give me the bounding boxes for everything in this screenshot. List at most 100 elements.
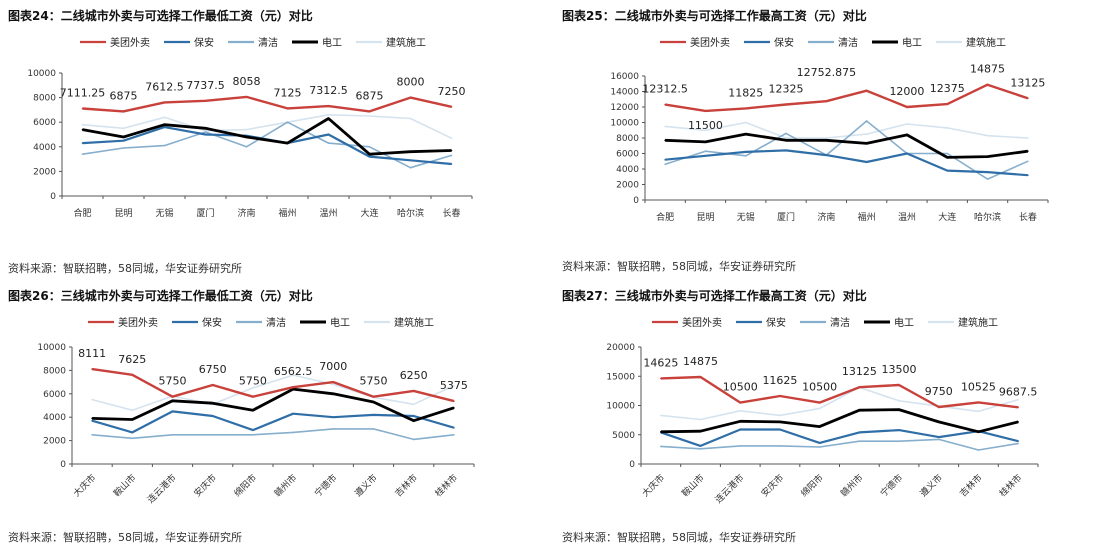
data-point xyxy=(122,136,125,138)
data-point xyxy=(91,398,93,401)
data-label: 7111.25 xyxy=(60,87,106,100)
x-tick-label: 安庆市 xyxy=(191,472,219,500)
x-tick-label: 大连 xyxy=(360,207,378,219)
data-point xyxy=(704,129,707,132)
data-point xyxy=(163,144,166,147)
series-line-美团外卖 xyxy=(664,83,1029,113)
series-line-清洁 xyxy=(82,121,452,169)
data-point xyxy=(204,130,207,132)
x-tick-label: 合肥 xyxy=(656,211,674,223)
legend-label: 电工 xyxy=(322,36,342,49)
data-point xyxy=(327,142,330,144)
data-label: 13125 xyxy=(842,365,877,378)
legend-label: 清洁 xyxy=(830,316,850,329)
data-point xyxy=(1017,440,1019,442)
series-line-美团外卖 xyxy=(82,95,452,113)
x-tick-label: 昆明 xyxy=(114,208,132,219)
data-point xyxy=(81,142,84,144)
y-tick-label: 10000 xyxy=(27,69,56,79)
data-point xyxy=(131,418,134,421)
x-tick-label: 桂林市 xyxy=(432,472,460,500)
data-point xyxy=(252,409,254,411)
data-point xyxy=(252,395,254,398)
data-point xyxy=(865,142,868,145)
series-line-保安 xyxy=(660,428,1019,447)
data-point xyxy=(865,89,868,92)
x-tick-label: 厦门 xyxy=(196,207,214,219)
y-tick-label: 16000 xyxy=(610,72,639,82)
data-point xyxy=(211,384,214,386)
x-tick-label: 安庆市 xyxy=(758,472,786,500)
data-point xyxy=(368,110,371,113)
x-tick-label: 遵义市 xyxy=(352,472,380,500)
data-point xyxy=(1017,421,1019,423)
data-point xyxy=(977,449,980,451)
data-point xyxy=(409,166,412,169)
x-tick-label: 济南 xyxy=(817,211,835,223)
data-point xyxy=(664,139,666,142)
data-point xyxy=(779,428,781,431)
data-point xyxy=(818,446,821,448)
data-point xyxy=(131,409,134,411)
y-tick-label: 6000 xyxy=(43,390,66,400)
data-point xyxy=(898,429,900,431)
data-point xyxy=(292,431,294,434)
y-tick-label: 6000 xyxy=(33,118,56,128)
data-point xyxy=(163,126,166,128)
data-label: 14875 xyxy=(970,63,1005,76)
data-point xyxy=(858,386,861,389)
data-point xyxy=(779,395,781,397)
data-point xyxy=(744,151,747,153)
data-point xyxy=(699,418,702,421)
data-point xyxy=(986,83,989,86)
x-tick-label: 连云港市 xyxy=(145,472,179,506)
data-point xyxy=(163,116,166,119)
data-point xyxy=(1017,398,1019,401)
data-point xyxy=(286,121,289,123)
data-point xyxy=(1027,160,1029,163)
legend-label: 美团外卖 xyxy=(110,36,150,49)
y-tick-label: 14000 xyxy=(610,88,639,98)
data-label: 7312.5 xyxy=(309,84,348,97)
x-tick-label: 吉林市 xyxy=(392,472,420,500)
data-point xyxy=(785,132,787,135)
series-line-电工 xyxy=(82,117,452,156)
data-point xyxy=(453,433,455,436)
x-tick-label: 无锡 xyxy=(155,208,173,219)
data-point xyxy=(1027,97,1029,100)
chart-title: 图表24：二线城市外卖与可选择工作最低工资（元）对比 xyxy=(8,8,313,23)
data-point xyxy=(292,412,294,415)
data-point xyxy=(946,156,949,159)
data-point xyxy=(865,133,868,135)
data-point xyxy=(332,393,335,395)
y-tick-label: 0 xyxy=(60,460,66,470)
data-point xyxy=(699,430,702,433)
data-label: 6750 xyxy=(199,363,227,376)
legend-label: 保安 xyxy=(766,316,786,329)
series-line-美团外卖 xyxy=(91,367,455,403)
data-point xyxy=(865,120,868,122)
y-tick-label: 0 xyxy=(633,196,639,206)
data-point xyxy=(825,139,828,142)
data-point xyxy=(744,107,747,110)
data-label: 14625 xyxy=(643,356,678,369)
data-point xyxy=(171,410,174,413)
y-tick-label: 12000 xyxy=(610,103,639,113)
data-point xyxy=(739,428,742,431)
x-tick-label: 连云港市 xyxy=(712,472,746,506)
chart-panel-4: 图表27：三线城市外卖与可选择工作最高工资（元）对比资料来源：智联招聘，58同城… xyxy=(562,288,1039,544)
y-tick-label: 10000 xyxy=(610,119,639,129)
data-point xyxy=(292,386,294,389)
chart-title: 图表26：三线城市外卖与可选择工作最低工资（元）对比 xyxy=(8,288,313,303)
y-tick-label: 8000 xyxy=(33,94,56,104)
chart-panel-1: 图表24：二线城市外卖与可选择工作最低工资（元）对比资料来源：智联招聘，58同城… xyxy=(8,8,473,275)
data-point xyxy=(292,388,294,390)
x-tick-label: 鞍山市 xyxy=(111,472,139,500)
series-line-电工 xyxy=(92,387,455,423)
x-tick-label: 绵阳市 xyxy=(798,472,826,500)
data-point xyxy=(704,150,707,152)
data-point xyxy=(1027,174,1029,176)
chart-source: 资料来源：智联招聘，58同城，华安证券研究所 xyxy=(8,261,242,275)
data-label: 7000 xyxy=(319,360,347,373)
x-tick-label: 宁德市 xyxy=(312,472,340,500)
